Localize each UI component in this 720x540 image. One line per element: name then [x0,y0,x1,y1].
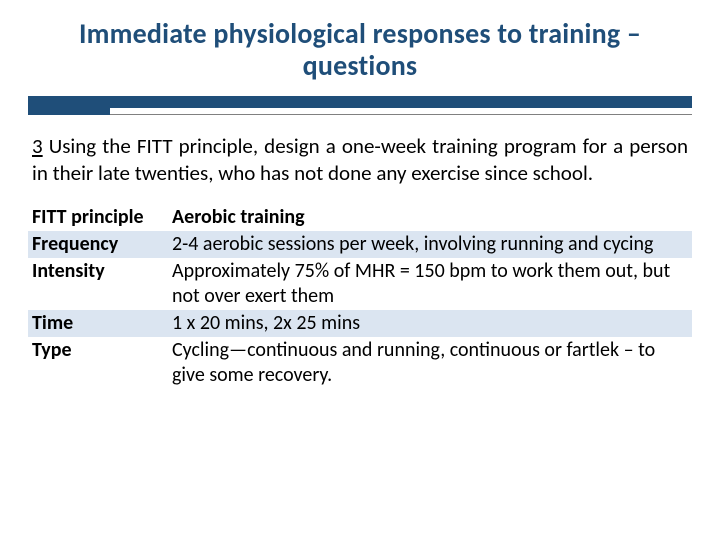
row-value: 1 x 20 mins, 2x 25 mins [168,310,692,337]
table-row: Time 1 x 20 mins, 2x 25 mins [28,310,692,337]
slide: Immediate physiological responses to tra… [0,0,720,540]
row-value: Approximately 75% of MHR = 150 bpm to wo… [168,258,692,310]
page-title: Immediate physiological responses to tra… [28,18,692,82]
table-row: Intensity Approximately 75% of MHR = 150… [28,258,692,310]
row-label: Frequency [28,231,168,258]
table-header-row: FITT principle Aerobic training [28,204,692,231]
row-label: Intensity [28,258,168,310]
row-label: Time [28,310,168,337]
row-value: Cycling—continuous and running, continuo… [168,337,692,389]
question-text: 3 Using the FITT principle, design a one… [32,133,688,186]
accent-bar [28,96,692,108]
row-label: Type [28,337,168,389]
fitt-table: FITT principle Aerobic training Frequenc… [28,204,692,389]
header-left: FITT principle [28,204,168,231]
header-right: Aerobic training [168,204,692,231]
table-row: Frequency 2-4 aerobic sessions per week,… [28,231,692,258]
table-row: Type Cycling—continuous and running, con… [28,337,692,389]
divider-line [28,114,692,115]
row-value: 2-4 aerobic sessions per week, involving… [168,231,692,258]
question-body: Using the FITT principle, design a one-w… [32,133,688,185]
question-number: 3 [32,133,43,159]
